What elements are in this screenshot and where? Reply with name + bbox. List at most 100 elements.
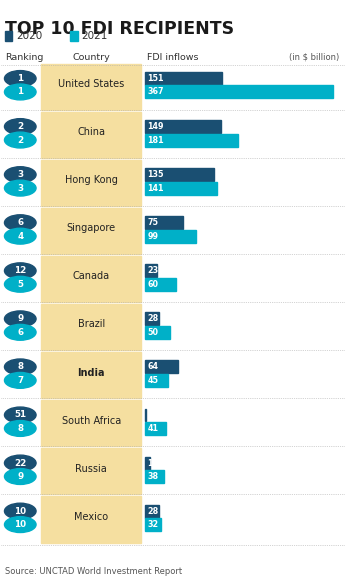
Bar xyxy=(70,31,78,41)
Text: 2020: 2020 xyxy=(17,32,43,41)
Ellipse shape xyxy=(4,420,36,436)
Bar xyxy=(145,265,157,277)
Text: 4: 4 xyxy=(17,232,23,241)
Bar xyxy=(41,208,142,254)
Text: 41: 41 xyxy=(148,424,158,433)
Text: United States: United States xyxy=(58,79,124,89)
Bar xyxy=(145,230,195,243)
Text: 9: 9 xyxy=(17,472,23,481)
Text: 367: 367 xyxy=(148,88,164,96)
Bar xyxy=(145,182,217,194)
Text: 1: 1 xyxy=(17,74,23,83)
Ellipse shape xyxy=(4,517,36,533)
Text: 181: 181 xyxy=(148,135,164,145)
Bar xyxy=(145,457,150,470)
Bar xyxy=(145,470,164,483)
Text: 3: 3 xyxy=(148,411,153,419)
Bar xyxy=(41,304,142,350)
Ellipse shape xyxy=(4,276,36,292)
Bar xyxy=(5,31,12,41)
Text: 3: 3 xyxy=(17,183,23,193)
Text: 10: 10 xyxy=(148,458,158,468)
Text: Hong Kong: Hong Kong xyxy=(65,175,118,185)
Bar xyxy=(41,256,142,302)
Ellipse shape xyxy=(4,180,36,196)
Text: 6: 6 xyxy=(17,218,23,227)
Ellipse shape xyxy=(4,359,36,375)
Text: 99: 99 xyxy=(148,232,158,241)
Bar xyxy=(145,312,159,325)
Bar xyxy=(41,159,142,206)
Ellipse shape xyxy=(4,373,36,388)
Ellipse shape xyxy=(4,119,36,134)
Text: 3: 3 xyxy=(17,170,23,179)
Ellipse shape xyxy=(4,311,36,327)
Bar xyxy=(145,374,168,387)
Ellipse shape xyxy=(4,132,36,148)
Text: 151: 151 xyxy=(148,74,164,83)
Text: TOP 10 FDI RECIPIENTS: TOP 10 FDI RECIPIENTS xyxy=(5,20,234,38)
Bar xyxy=(145,85,333,99)
Text: 22: 22 xyxy=(14,458,26,468)
Ellipse shape xyxy=(4,263,36,279)
Bar xyxy=(145,360,177,373)
Text: India: India xyxy=(78,367,105,377)
Bar xyxy=(145,216,183,229)
Ellipse shape xyxy=(4,166,36,183)
Ellipse shape xyxy=(4,71,36,86)
Text: 2021: 2021 xyxy=(82,32,108,41)
Text: 10: 10 xyxy=(14,520,26,529)
Bar xyxy=(145,518,161,531)
Text: (in $ billion): (in $ billion) xyxy=(289,53,339,61)
Text: 135: 135 xyxy=(148,170,164,179)
Text: South Africa: South Africa xyxy=(62,416,121,426)
Bar xyxy=(145,278,175,291)
Ellipse shape xyxy=(4,215,36,231)
Text: 38: 38 xyxy=(148,472,159,481)
Ellipse shape xyxy=(4,503,36,519)
Ellipse shape xyxy=(4,324,36,340)
Bar xyxy=(41,400,142,446)
Text: 8: 8 xyxy=(17,424,23,433)
Text: 10: 10 xyxy=(14,507,26,516)
Text: 7: 7 xyxy=(17,376,23,385)
Ellipse shape xyxy=(4,84,36,100)
Bar xyxy=(145,120,221,133)
Ellipse shape xyxy=(4,455,36,471)
Text: Ranking: Ranking xyxy=(5,53,43,61)
Text: 6: 6 xyxy=(17,328,23,337)
Bar xyxy=(145,422,166,435)
Text: 149: 149 xyxy=(148,122,164,131)
Text: 64: 64 xyxy=(148,363,158,371)
Bar xyxy=(41,496,142,543)
Ellipse shape xyxy=(4,407,36,423)
Text: 45: 45 xyxy=(148,376,158,385)
Text: 75: 75 xyxy=(148,218,158,227)
Text: 28: 28 xyxy=(148,314,159,324)
Text: 50: 50 xyxy=(148,328,158,337)
Text: China: China xyxy=(77,127,105,137)
Text: 8: 8 xyxy=(17,363,23,371)
Text: Canada: Canada xyxy=(73,272,110,281)
Text: 2: 2 xyxy=(17,122,23,131)
Bar xyxy=(145,72,222,85)
Text: Singapore: Singapore xyxy=(66,223,116,234)
Text: 2: 2 xyxy=(17,135,23,145)
Text: 23: 23 xyxy=(148,266,159,275)
Text: Source: UNCTAD World Investment Report: Source: UNCTAD World Investment Report xyxy=(5,566,182,576)
Bar xyxy=(145,326,171,339)
Text: Country: Country xyxy=(72,53,110,61)
Text: 12: 12 xyxy=(14,266,26,275)
Bar xyxy=(145,408,146,422)
Text: 1: 1 xyxy=(17,88,23,96)
Text: 28: 28 xyxy=(148,507,159,516)
Text: 5: 5 xyxy=(17,280,23,288)
Text: Mexico: Mexico xyxy=(74,512,108,522)
Text: 32: 32 xyxy=(148,520,159,529)
Text: 60: 60 xyxy=(148,280,158,288)
Text: 141: 141 xyxy=(148,183,164,193)
Ellipse shape xyxy=(4,228,36,244)
Text: 51: 51 xyxy=(14,411,26,419)
Text: FDI inflows: FDI inflows xyxy=(147,53,198,61)
Text: Russia: Russia xyxy=(75,464,107,474)
